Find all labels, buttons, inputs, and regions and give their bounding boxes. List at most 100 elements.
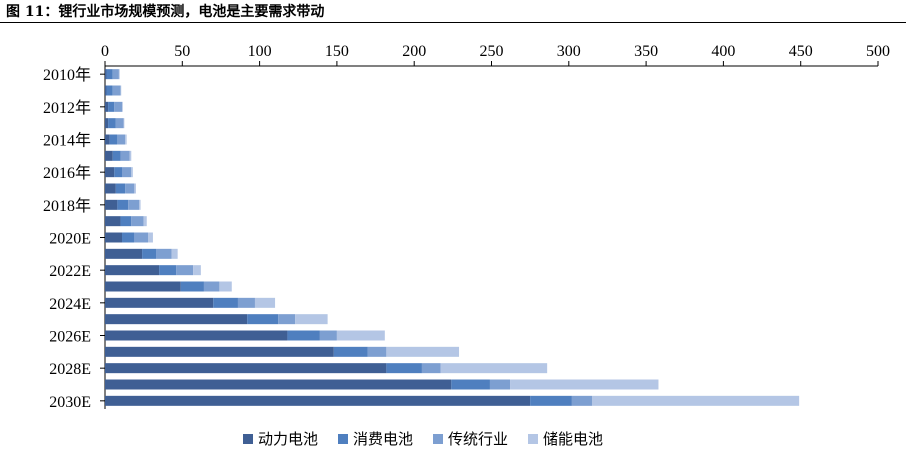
- bar-segment-3: [117, 134, 126, 145]
- bar-segment-3: [112, 69, 119, 80]
- bar-segment-2: [287, 330, 320, 341]
- y-tick-label: 2016年: [43, 164, 91, 182]
- legend-swatch: [338, 433, 349, 444]
- bar-segment-2: [120, 216, 132, 227]
- legend-swatch: [433, 433, 444, 444]
- bar-segment-4: [295, 314, 328, 325]
- bar-segment-1: [105, 330, 288, 341]
- x-tick-label: 400: [711, 43, 735, 60]
- legend-item-2: 消费电池: [338, 428, 413, 449]
- bar-segment-4: [131, 167, 133, 178]
- bar-segment-1: [105, 395, 531, 406]
- bar-segment-1: [105, 314, 248, 325]
- bar-segment-2: [114, 167, 123, 178]
- x-tick-label: 100: [248, 43, 272, 60]
- x-tick-label: 300: [557, 43, 581, 60]
- bar-segment-3: [112, 85, 121, 96]
- bar-segment-4: [123, 118, 125, 129]
- bar-segment-2: [106, 85, 113, 96]
- bar-segment-3: [122, 167, 132, 178]
- y-tick-label: 2026E: [49, 329, 91, 346]
- bar-segment-3: [131, 216, 144, 227]
- bar-segment-3: [128, 199, 140, 210]
- bar-segment-2: [122, 232, 135, 243]
- bar-segment-1: [105, 183, 116, 194]
- bar-segment-1: [105, 134, 110, 145]
- bar-segment-3: [367, 346, 387, 357]
- legend-label: 消费电池: [353, 430, 414, 448]
- bar-segment-4: [336, 330, 385, 341]
- bar-segment-4: [171, 248, 178, 259]
- legend-item-3: 传统行业: [433, 428, 508, 449]
- x-tick-label: 250: [480, 43, 504, 60]
- bar-segment-3: [421, 363, 441, 374]
- x-tick-label: 350: [634, 43, 658, 60]
- x-tick-label: 0: [101, 43, 109, 60]
- bar-segment-4: [148, 232, 153, 243]
- bar-segment-1: [105, 167, 115, 178]
- y-tick-label: 2024E: [49, 296, 91, 313]
- x-tick-label: 500: [866, 43, 890, 60]
- bar-segment-2: [180, 281, 204, 292]
- y-tick-label: 2014年: [43, 132, 91, 150]
- bar-segment-2: [108, 118, 116, 129]
- bar-segment-3: [237, 297, 255, 308]
- bar-segment-2: [213, 297, 238, 308]
- bar-segment-3: [134, 232, 149, 243]
- bar-segment-3: [489, 379, 511, 390]
- bar-segment-4: [193, 265, 201, 276]
- bar-segment-2: [530, 395, 572, 406]
- x-tick-label: 200: [402, 43, 426, 60]
- bar-segment-1: [105, 150, 113, 161]
- chart-legend: 动力电池 消费电池 传统行业 储能电池: [243, 428, 603, 449]
- legend-label: 动力电池: [258, 430, 319, 448]
- bar-segment-1: [105, 248, 143, 259]
- bar-segment-1: [105, 281, 181, 292]
- y-tick-label: 2010年: [43, 66, 91, 84]
- bar-segment-4: [219, 281, 232, 292]
- bar-segment-1: [105, 379, 452, 390]
- bar-segment-3: [115, 118, 124, 129]
- bar-segment-2: [117, 199, 129, 210]
- bar-segment-1: [105, 101, 109, 112]
- stacked-bar-chart: 0 50 100 150 200 250 300 350 400 450 500 2010年 2012年…: [43, 43, 890, 411]
- bar-segment-3: [156, 248, 172, 259]
- bar-segment-3: [278, 314, 296, 325]
- bar-segment-3: [120, 150, 130, 161]
- bar-segment-2: [386, 363, 422, 374]
- bar-segment-4: [122, 101, 123, 112]
- legend-swatch: [243, 433, 253, 444]
- bar-segment-1: [105, 216, 121, 227]
- bar-segment-1: [105, 363, 387, 374]
- legend-item-4: 储能电池: [528, 428, 603, 449]
- legend-label: 传统行业: [448, 430, 509, 448]
- bar-segment-3: [571, 395, 592, 406]
- bar-segment-1: [105, 69, 107, 80]
- bar-segment-4: [254, 297, 276, 308]
- figure-title: 图 11：锂行业市场规模预测，电池是主要需求带动: [6, 4, 325, 20]
- bar-segment-2: [159, 265, 177, 276]
- bar-segment-4: [129, 150, 132, 161]
- bar-segment-3: [203, 281, 220, 292]
- bar-segment-2: [142, 248, 157, 259]
- bar-segment-3: [114, 101, 123, 112]
- bar-segment-2: [333, 346, 368, 357]
- bar-segment-4: [510, 379, 659, 390]
- bar-segment-2: [106, 69, 113, 80]
- y-tick-label: 2012年: [43, 99, 91, 117]
- bar-segment-4: [139, 199, 141, 210]
- bar-segment-4: [143, 216, 147, 227]
- y-tick-label: 2018年: [43, 197, 91, 215]
- bar-segment-1: [105, 232, 123, 243]
- bar-segment-4: [125, 134, 127, 145]
- bar-segment-1: [105, 199, 118, 210]
- bar-segment-3: [319, 330, 337, 341]
- bar-segment-2: [115, 183, 126, 194]
- bar-segment-2: [451, 379, 490, 390]
- bar-segment-4: [591, 395, 800, 406]
- bar-segment-4: [440, 363, 548, 374]
- y-tick-label: 2028E: [49, 361, 91, 378]
- bar-segment-2: [109, 134, 118, 145]
- title-rule: [0, 22, 906, 23]
- legend-item-1: 动力电池: [243, 428, 318, 449]
